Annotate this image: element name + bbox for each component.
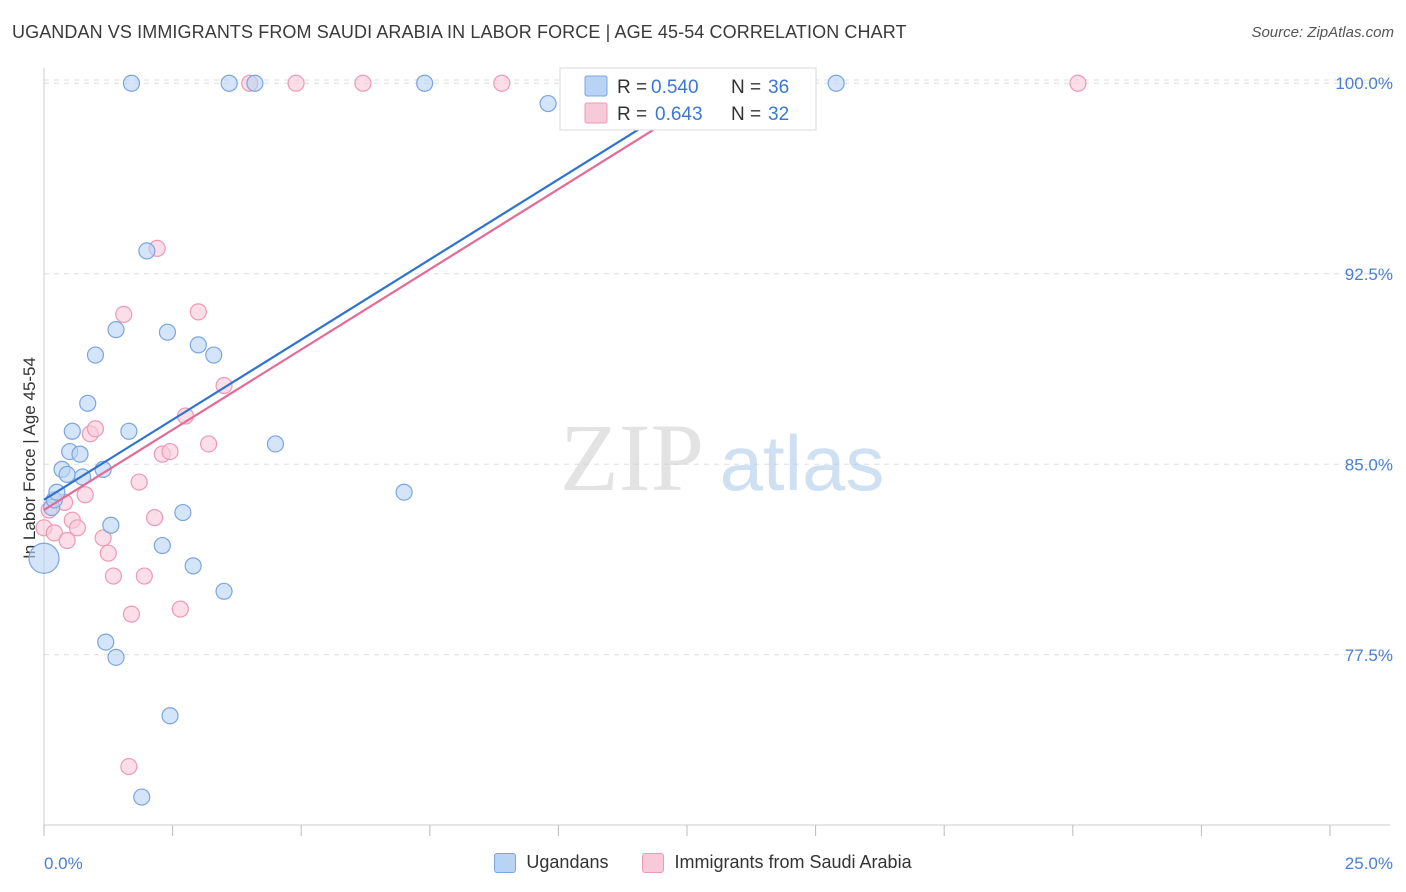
gridlines [44, 79, 1392, 656]
point-ugandans [246, 74, 264, 92]
point-ugandans [28, 542, 60, 574]
point-ugandans [120, 422, 138, 440]
point-saudi [1069, 74, 1087, 92]
point-ugandans [161, 707, 179, 725]
watermark-atlas: atlas [720, 419, 885, 507]
point-saudi [86, 420, 105, 438]
legend-n-label-2: N = [731, 104, 761, 125]
point-saudi [120, 757, 138, 776]
legend-swatch-pink [584, 102, 608, 124]
point-ugandans [827, 74, 845, 92]
point-saudi [189, 303, 207, 321]
point-ugandans [79, 394, 97, 412]
legend-r-label-1: R = [617, 77, 647, 98]
legend-r-label-2: R = [617, 104, 647, 125]
point-saudi [287, 74, 305, 92]
y-tick-label: 100.0% [1335, 74, 1393, 93]
point-saudi [145, 509, 164, 527]
point-ugandans [215, 582, 233, 600]
point-saudi [130, 473, 148, 491]
x-tick-label-end: 25.0% [1345, 854, 1393, 873]
point-ugandans [416, 74, 434, 92]
point-ugandans [86, 346, 105, 364]
point-ugandans [189, 336, 207, 354]
point-saudi [45, 524, 63, 542]
point-ugandans [138, 242, 156, 260]
point-ugandans [107, 321, 125, 339]
axes [43, 68, 1390, 836]
legend-r-value-1: 0.540 [651, 77, 699, 98]
point-ugandans [184, 557, 202, 575]
legend-item-ugandans: Ugandans [494, 852, 608, 873]
bottom-legend: Ugandans Immigrants from Saudi Arabia [0, 852, 1406, 873]
chart-title: UGANDAN VS IMMIGRANTS FROM SAUDI ARABIA … [12, 22, 907, 42]
point-ugandans [539, 94, 557, 113]
point-saudi [58, 531, 76, 550]
source-label: Source: ZipAtlas.com [1251, 24, 1394, 41]
point-ugandans [220, 74, 238, 92]
point-saudi [94, 529, 112, 547]
y-tick-label: 85.0% [1345, 455, 1393, 474]
point-ugandans [174, 503, 192, 522]
point-saudi [122, 605, 141, 623]
point-saudi [99, 544, 117, 562]
point-saudi [135, 567, 153, 585]
x-tick-label-start: 0.0% [44, 854, 83, 873]
legend-n-value-1: 36 [768, 77, 789, 98]
point-ugandans [107, 648, 125, 666]
point-ugandans [102, 516, 120, 534]
point-saudi [161, 442, 179, 461]
point-ugandans [153, 536, 171, 555]
trend-line-saudi [43, 82, 729, 511]
tick-labels: 77.5% 85.0% 92.5% 100.0% 0.0% 25.0% [44, 74, 1393, 873]
y-tick-label: 92.5% [1345, 265, 1393, 284]
point-saudi [68, 519, 87, 537]
point-ugandans [205, 346, 223, 364]
point-saudi [493, 74, 511, 92]
point-saudi [354, 74, 372, 92]
point-saudi [200, 435, 218, 453]
trend-lines [43, 82, 729, 511]
point-ugandans [63, 422, 81, 440]
point-saudi [104, 567, 123, 585]
legend-swatch-blue [584, 75, 608, 97]
legend-n-value-2: 32 [768, 104, 789, 125]
trend-line-ugandans [43, 82, 714, 501]
point-saudi [171, 600, 189, 618]
watermark: ZIP atlas [560, 404, 884, 511]
legend-label-saudi: Immigrants from Saudi Arabia [674, 852, 912, 872]
legend-swatch-saudi [642, 852, 665, 873]
point-ugandans [133, 788, 151, 806]
point-ugandans [266, 435, 285, 453]
legend-label-ugandans: Ugandans [526, 852, 609, 872]
legend-r-value-2: 0.643 [655, 104, 703, 125]
legend-swatch-ugandans [494, 852, 517, 873]
watermark-zip: ZIP [560, 404, 704, 511]
legend-item-saudi: Immigrants from Saudi Arabia [642, 852, 912, 873]
point-ugandans [122, 74, 141, 92]
point-ugandans [158, 323, 177, 341]
legend-n-label-1: N = [731, 77, 761, 98]
legend: R = 0.540 N = 36 R = 0.643 N = 32 [559, 67, 817, 131]
point-saudi [115, 305, 133, 324]
point-ugandans [97, 633, 115, 651]
point-saudi [76, 486, 94, 504]
point-ugandans [71, 445, 89, 463]
y-tick-label: 77.5% [1345, 646, 1393, 665]
point-ugandans [395, 483, 413, 501]
point-ugandans [58, 465, 76, 484]
data-points [28, 74, 1087, 806]
